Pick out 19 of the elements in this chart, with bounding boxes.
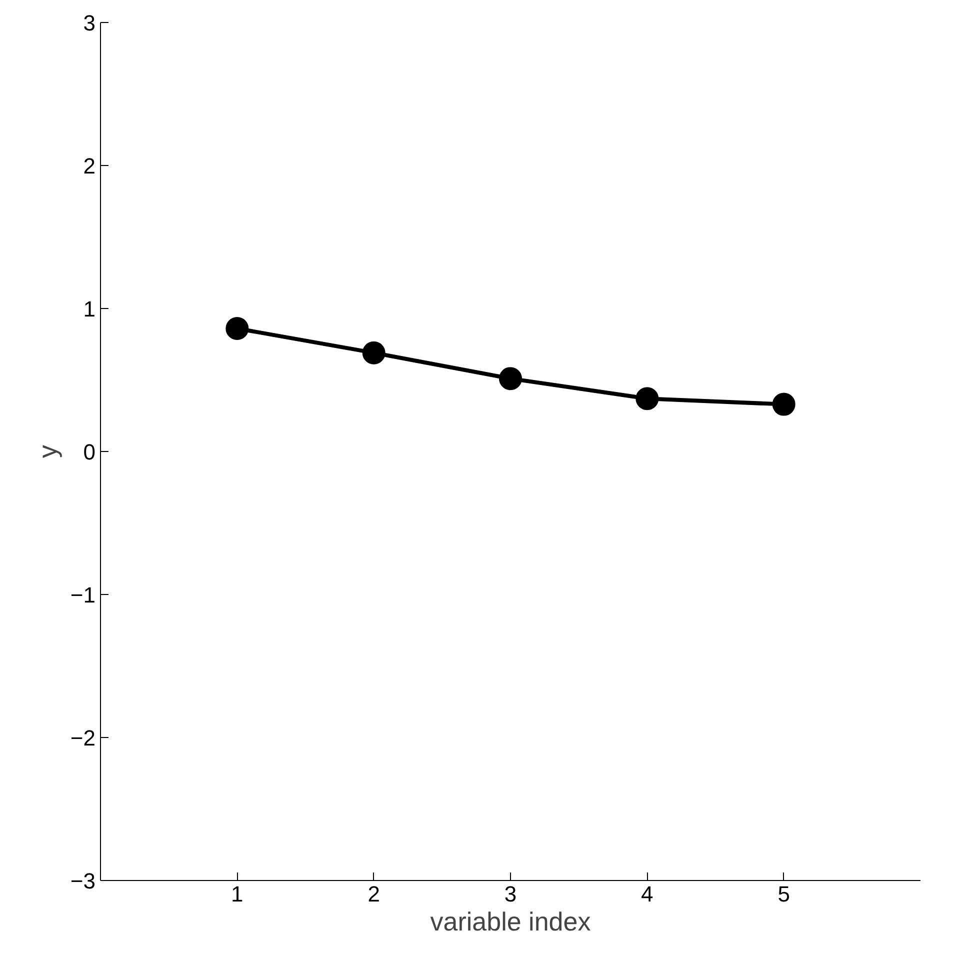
x-tick-label: 1 bbox=[231, 882, 244, 906]
x-tick-label: 2 bbox=[368, 882, 380, 906]
point bbox=[362, 341, 386, 364]
y-tick-label: 0 bbox=[83, 440, 96, 464]
y-tick-label: −2 bbox=[70, 726, 96, 750]
y-tick-label: 2 bbox=[83, 154, 96, 178]
point bbox=[772, 392, 796, 416]
x-tick-label: 3 bbox=[504, 882, 517, 906]
y-tick-label: −3 bbox=[70, 868, 96, 894]
y-tick-label: 3 bbox=[83, 10, 96, 36]
x-tick-label: 5 bbox=[778, 882, 790, 906]
y-tick-label: −1 bbox=[70, 582, 96, 608]
point bbox=[499, 367, 522, 390]
x-tick-label: 4 bbox=[641, 882, 654, 906]
point bbox=[636, 387, 659, 410]
point bbox=[226, 317, 249, 340]
x-axis-title: variable index bbox=[430, 906, 591, 936]
y-tick-label: 1 bbox=[83, 296, 96, 322]
y-axis-title: y bbox=[32, 445, 62, 458]
